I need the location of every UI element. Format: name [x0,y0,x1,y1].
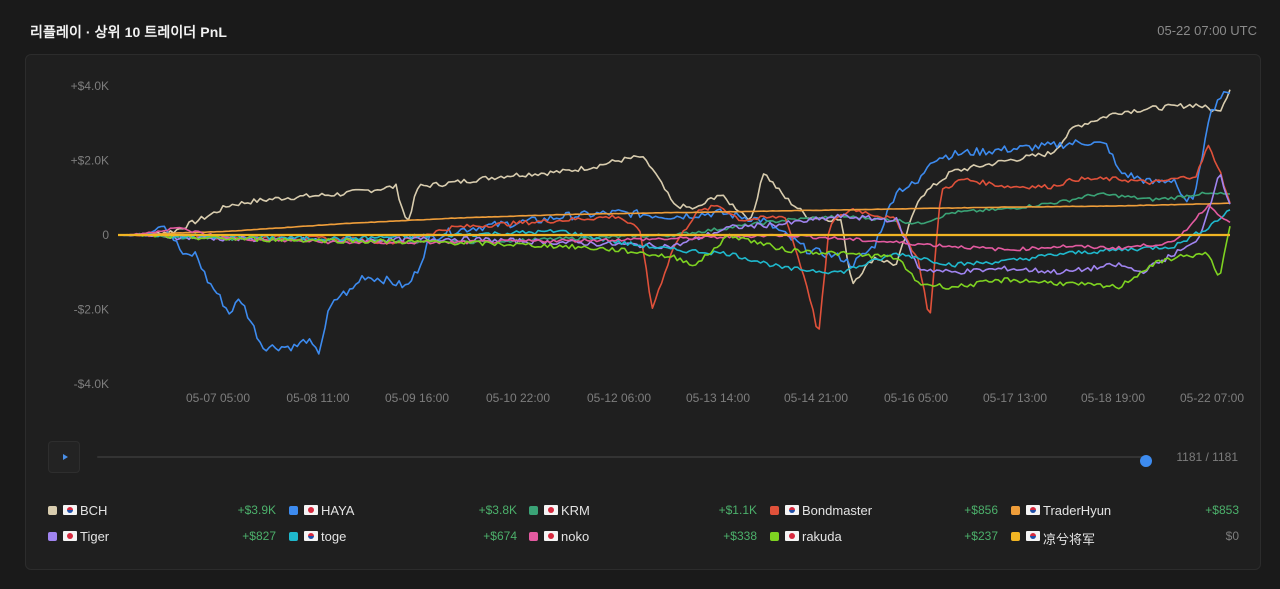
trader-name: KRM [561,503,590,518]
legend-item[interactable]: 凉兮将军 $0 [1011,528,1239,547]
x-tick-label: 05-10 22:00 [486,391,550,405]
legend-item[interactable]: noko +$338 [529,528,757,546]
series-line-bch [118,89,1231,285]
jp-flag-icon [544,505,558,515]
trader-pnl: +$1.1K [718,503,757,517]
x-tick-label: 05-14 21:00 [784,391,848,405]
legend-swatch [289,506,298,515]
series-line-traderhyun [118,202,1230,236]
legend-item[interactable]: rakuda +$237 [770,528,998,546]
x-tick-label: 05-13 14:00 [686,391,750,405]
timeline-track[interactable] [97,456,1147,458]
trader-name: HAYA [321,503,355,518]
page-title: 리플레이 · 상위 10 트레이더 PnL [30,24,228,40]
y-tick-label: -$4.0K [74,377,109,391]
kr-flag-icon [1026,531,1040,541]
x-tick-label: 05-12 06:00 [587,391,651,405]
legend-swatch [48,506,57,515]
y-tick-label: +$4.0K [71,79,109,93]
x-tick-label: 05-18 19:00 [1081,391,1145,405]
trader-pnl: +$338 [723,529,757,543]
legend-item[interactable]: TraderHyun +$853 [1011,502,1239,520]
trader-pnl: +$3.9K [237,503,276,517]
kr-flag-icon [785,505,799,515]
x-tick-label: 05-22 07:00 [1180,391,1244,405]
legend-swatch [1011,506,1020,515]
trader-pnl: +$3.8K [478,503,517,517]
play-icon [63,454,68,460]
timestamp: 05-22 07:00 UTC [1157,23,1257,38]
kr-flag-icon [1026,505,1040,515]
legend-swatch [529,532,538,541]
trader-name: TraderHyun [1043,503,1112,518]
series-line-tiger [117,174,1231,275]
legend-swatch [770,532,779,541]
trader-pnl: +$856 [964,503,998,517]
x-tick-label: 05-07 05:00 [186,391,250,405]
play-button[interactable] [48,441,80,473]
trader-pnl: +$237 [964,529,998,543]
jp-flag-icon [63,531,77,541]
jp-flag-icon [304,505,318,515]
trader-pnl: +$674 [483,529,517,543]
legend-swatch [289,532,298,541]
series-line-rakuda [117,226,1231,290]
jp-flag-icon [544,531,558,541]
trader-name: Bondmaster [802,503,873,518]
trader-name: rakuda [802,529,842,544]
series-line-haya [117,91,1231,355]
legend-item[interactable]: HAYA +$3.8K [289,502,517,520]
x-tick-label: 05-17 13:00 [983,391,1047,405]
trader-pnl: $0 [1225,529,1239,543]
legend-swatch [529,506,538,515]
trader-name: BCH [80,503,108,518]
kr-flag-icon [63,505,77,515]
legend-item[interactable]: BCH +$3.9K [48,502,276,520]
trader-name: noko [561,529,590,544]
legend-swatch [770,506,779,515]
trader-pnl: +$853 [1205,503,1239,517]
jp-flag-icon [785,531,799,541]
x-tick-label: 05-16 05:00 [884,391,948,405]
trader-name: 凉兮将军 [1043,532,1096,547]
x-tick-label: 05-09 16:00 [385,391,449,405]
legend-item[interactable]: KRM +$1.1K [529,502,757,520]
legend-item[interactable]: toge +$674 [289,528,517,546]
trader-pnl: +$827 [242,529,276,543]
legend-item[interactable]: Bondmaster +$856 [770,502,998,520]
trader-name: toge [321,529,347,544]
trader-name: Tiger [80,529,110,544]
legend-swatch [1011,532,1020,541]
kr-flag-icon [304,531,318,541]
header: 리플레이 · 상위 10 트레이더 PnL 05-22 07:00 UTC [0,0,1280,54]
timeline-slider-thumb[interactable] [1140,455,1152,467]
series-line-toge [117,209,1231,275]
y-tick-label: 0 [102,228,109,242]
y-tick-label: +$2.0K [71,154,109,168]
pnl-line-chart: +$4.0K +$2.0K 0 -$2.0K -$4.0K 05-07 05:00 05-0… [71,79,1245,405]
legend: BCH +$3.9K HAYA +$3.8K KRM +$1.1K Bondmaster +$… [48,502,1240,554]
x-tick-label: 05-08 11:00 [286,391,349,405]
legend-swatch [48,532,57,541]
legend-item[interactable]: Tiger +$827 [48,528,276,546]
frame-counter: 1181 / 1181 [1176,450,1238,464]
y-tick-label: -$2.0K [74,303,109,317]
